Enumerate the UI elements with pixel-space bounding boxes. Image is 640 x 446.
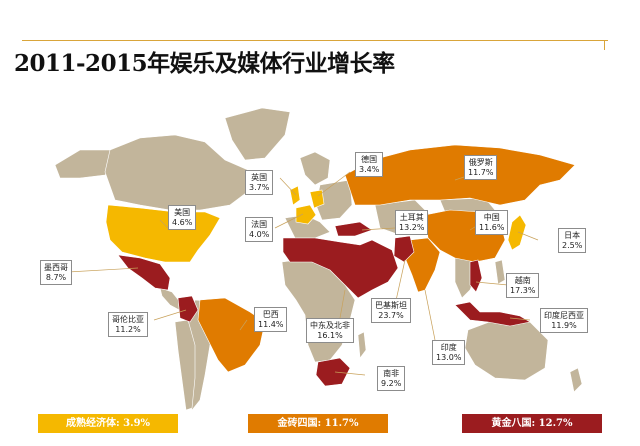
legend-mature: 成熟经济体: 3.9% bbox=[38, 414, 178, 433]
region-mena bbox=[282, 237, 399, 299]
label-indonesia: 印度尼西亚 11.9% bbox=[540, 308, 588, 333]
land-australia bbox=[464, 317, 549, 381]
region-indonesia bbox=[454, 301, 531, 327]
label-brazil-value: 11.4% bbox=[258, 320, 284, 329]
label-brazil: 巴西 11.4% bbox=[254, 307, 288, 332]
label-mexico-value: 8.7% bbox=[45, 273, 67, 282]
region-turkey bbox=[334, 221, 373, 237]
label-france: 法国 4.0% bbox=[245, 217, 274, 242]
label-vietnam: 越南 17.3% bbox=[506, 273, 540, 298]
label-japan: 日本 2.5% bbox=[558, 228, 587, 253]
label-turkey-name: 土耳其 bbox=[399, 213, 424, 222]
region-colombia bbox=[177, 295, 199, 323]
region-south-africa bbox=[315, 357, 351, 387]
label-france-value: 4.0% bbox=[249, 230, 270, 239]
label-pakistan-name: 巴基斯坦 bbox=[375, 301, 407, 310]
label-turkey-value: 13.2% bbox=[399, 223, 425, 232]
label-russia-value: 11.7% bbox=[468, 168, 494, 177]
label-pakistan: 巴基斯坦 23.7% bbox=[371, 298, 411, 323]
region-france bbox=[295, 204, 317, 225]
region-uk bbox=[289, 185, 301, 206]
label-south-africa: 南非 9.2% bbox=[377, 366, 406, 391]
region-pakistan bbox=[393, 235, 415, 263]
land-philippines bbox=[494, 259, 506, 285]
region-russia bbox=[344, 144, 576, 206]
label-usa-name: 美国 bbox=[174, 208, 191, 217]
label-russia-name: 俄罗斯 bbox=[468, 158, 493, 167]
land-greenland bbox=[224, 107, 291, 161]
label-vietnam-name: 越南 bbox=[514, 276, 531, 285]
label-mena: 中东及北非 16.1% bbox=[306, 318, 354, 343]
label-brazil-name: 巴西 bbox=[262, 310, 279, 319]
legend-bric: 金砖四国: 11.7% bbox=[248, 414, 388, 433]
label-india-value: 13.0% bbox=[436, 353, 462, 362]
label-mena-value: 16.1% bbox=[317, 331, 343, 340]
label-indonesia-value: 11.9% bbox=[551, 321, 577, 330]
label-turkey: 土耳其 13.2% bbox=[395, 210, 429, 235]
label-pakistan-value: 23.7% bbox=[378, 311, 404, 320]
title-rule-cap bbox=[604, 40, 605, 50]
label-south-africa-value: 9.2% bbox=[381, 379, 402, 388]
land-iceland-scand bbox=[299, 151, 331, 186]
label-china-value: 11.6% bbox=[479, 223, 505, 232]
label-usa: 美国 4.6% bbox=[168, 205, 197, 230]
label-russia: 俄罗斯 11.7% bbox=[464, 155, 498, 180]
label-china-name: 中国 bbox=[483, 213, 500, 222]
label-uk-value: 3.7% bbox=[249, 183, 270, 192]
land-nz bbox=[569, 367, 583, 393]
label-india: 印度 13.0% bbox=[432, 340, 466, 365]
label-uk-name: 英国 bbox=[251, 173, 268, 182]
label-mexico: 墨西哥 8.7% bbox=[40, 260, 72, 285]
label-colombia-name: 哥伦比亚 bbox=[112, 315, 144, 324]
land-canada bbox=[104, 134, 251, 211]
region-japan bbox=[507, 214, 527, 251]
region-brazil bbox=[197, 297, 266, 373]
label-uk: 英国 3.7% bbox=[245, 170, 274, 195]
label-colombia: 哥伦比亚 11.2% bbox=[108, 312, 148, 337]
region-mexico bbox=[117, 254, 171, 291]
label-mexico-name: 墨西哥 bbox=[44, 263, 68, 272]
label-usa-value: 4.6% bbox=[172, 218, 193, 227]
label-japan-name: 日本 bbox=[564, 231, 581, 240]
label-germany-name: 德国 bbox=[361, 155, 378, 164]
label-china: 中国 11.6% bbox=[475, 210, 509, 235]
label-france-name: 法国 bbox=[251, 220, 268, 229]
label-india-name: 印度 bbox=[440, 343, 457, 352]
title-rule bbox=[22, 40, 608, 41]
label-japan-value: 2.5% bbox=[562, 241, 583, 250]
label-germany-value: 3.4% bbox=[359, 165, 380, 174]
region-vietnam bbox=[469, 259, 483, 293]
label-colombia-value: 11.2% bbox=[115, 325, 141, 334]
region-usa bbox=[105, 204, 221, 263]
land-peru-chile bbox=[174, 319, 196, 411]
label-germany: 德国 3.4% bbox=[355, 152, 384, 177]
label-mena-name: 中东及北非 bbox=[310, 321, 350, 330]
label-south-africa-name: 南非 bbox=[383, 369, 400, 378]
map-title: 2011-2015年娱乐及媒体行业增长率 bbox=[14, 50, 395, 77]
label-vietnam-value: 17.3% bbox=[510, 286, 536, 295]
label-indonesia-name: 印度尼西亚 bbox=[544, 311, 584, 320]
land-madagascar bbox=[357, 331, 367, 359]
legend-golden: 黄金八国: 12.7% bbox=[462, 414, 602, 433]
